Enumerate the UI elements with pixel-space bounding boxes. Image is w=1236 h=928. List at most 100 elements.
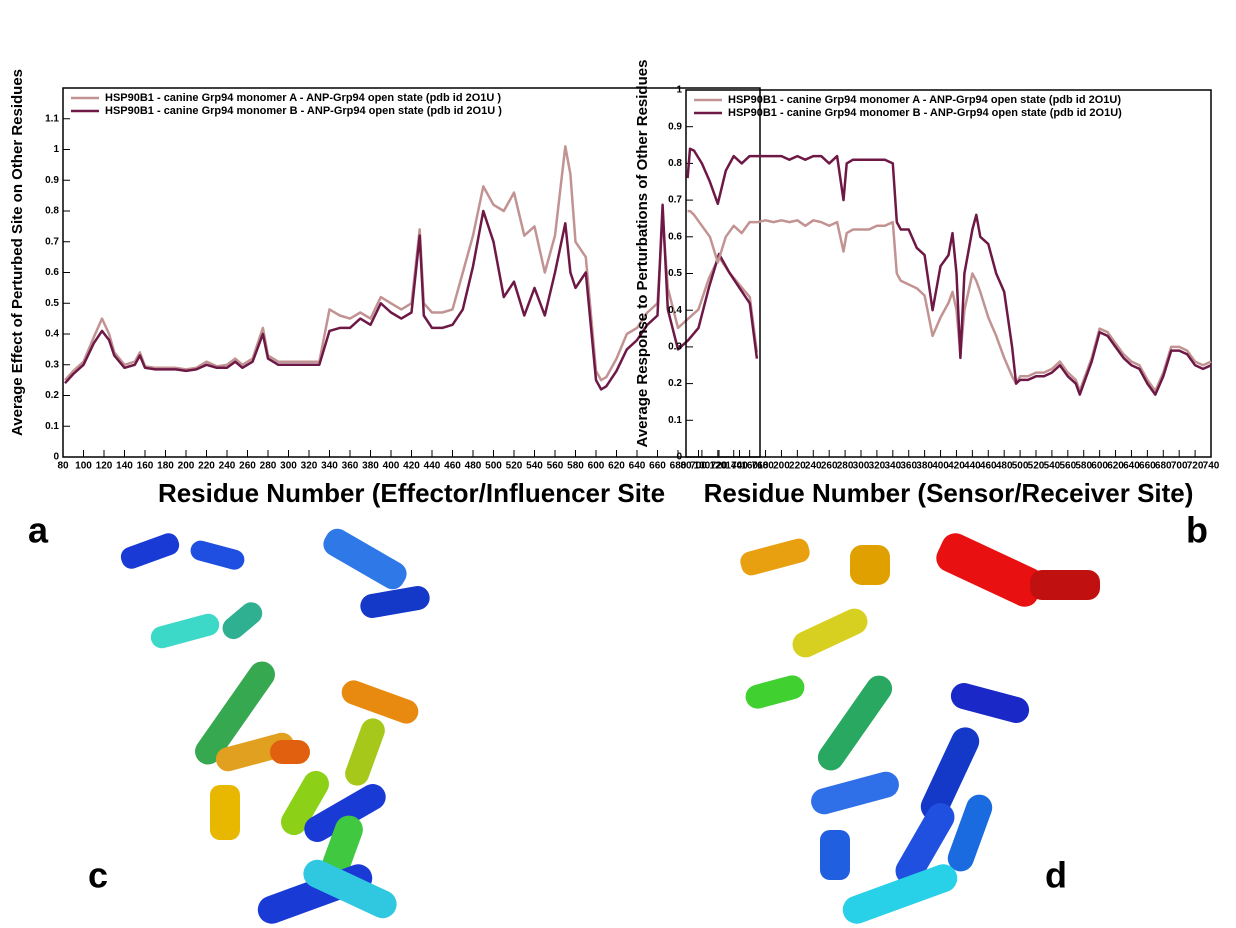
x-tick-label: 420 [948, 461, 965, 472]
x-tick-label: 80 [57, 461, 69, 472]
y-tick-label: 0.4 [668, 305, 682, 316]
x-tick-label: 380 [916, 461, 933, 472]
panel-label: b [1186, 510, 1208, 551]
y-tick-label: 0.8 [668, 158, 682, 169]
y-tick-label: 0.6 [668, 231, 682, 242]
x-tick-label: 400 [383, 461, 400, 472]
x-tick-label: 520 [506, 461, 523, 472]
plot-frame [63, 88, 760, 457]
x-tick-label: 220 [198, 461, 215, 472]
x-tick-label: 640 [629, 461, 646, 472]
y-tick-label: 0.7 [668, 195, 682, 206]
x-tick-label: 100 [75, 461, 92, 472]
x-tick-label: 240 [219, 461, 236, 472]
x-tick-label: 280 [837, 461, 854, 472]
y-tick-label: 0.5 [45, 298, 59, 309]
y-tick-label: 0.3 [668, 342, 682, 353]
x-tick-label: 540 [1044, 461, 1061, 472]
x-tick-label: 340 [884, 461, 901, 472]
x-tick-label: 300 [853, 461, 870, 472]
x-tick-label: 80 [680, 461, 692, 472]
panel-label: c [88, 855, 108, 896]
legend-label: HSP90B1 - canine Grp94 monomer B - ANP-G… [728, 107, 1122, 119]
x-tick-label: 640 [1123, 461, 1140, 472]
x-tick-label: 240 [805, 461, 822, 472]
x-tick-label: 620 [608, 461, 625, 472]
x-tick-label: 680 [1155, 461, 1172, 472]
series-line [688, 211, 1211, 391]
y-tick-label: 0.2 [668, 378, 682, 389]
y-tick-label: 0.9 [668, 121, 682, 132]
x-tick-label: 140 [725, 461, 742, 472]
x-tick-label: 160 [137, 461, 154, 472]
x-tick-label: 260 [239, 461, 256, 472]
x-tick-label: 580 [567, 461, 584, 472]
x-tick-label: 260 [821, 461, 838, 472]
x-tick-label: 180 [757, 461, 774, 472]
x-tick-label: 500 [485, 461, 502, 472]
y-tick-label: 0.3 [45, 359, 59, 370]
legend-label: HSP90B1 - canine Grp94 monomer A - ANP-G… [105, 92, 501, 104]
figure: a b c d 80100120140160180200220240260280… [0, 0, 1236, 928]
x-tick-label: 280 [260, 461, 277, 472]
x-tick-label: 540 [526, 461, 543, 472]
x-tick-label: 100 [694, 461, 711, 472]
x-tick-label: 460 [980, 461, 997, 472]
x-tick-label: 440 [424, 461, 441, 472]
plot-frame [686, 90, 1211, 457]
panel-label: d [1045, 855, 1067, 896]
x-tick-label: 120 [709, 461, 726, 472]
x-tick-label: 500 [1012, 461, 1029, 472]
y-tick-label: 0.2 [45, 390, 59, 401]
y-axis-label: Average Effect of Perturbed Site on Othe… [9, 69, 26, 436]
y-tick-label: 0.4 [45, 329, 59, 340]
x-tick-label: 300 [280, 461, 297, 472]
x-tick-label: 560 [547, 461, 564, 472]
x-tick-label: 660 [649, 461, 666, 472]
y-tick-label: 0 [53, 452, 59, 463]
x-tick-label: 200 [773, 461, 790, 472]
y-tick-label: 1 [53, 144, 59, 155]
x-tick-label: 220 [789, 461, 806, 472]
x-tick-label: 660 [1139, 461, 1156, 472]
x-tick-label: 360 [342, 461, 359, 472]
x-axis-label: Residue Number (Effector/Influencer Site [158, 478, 665, 508]
y-tick-label: 0.7 [45, 236, 59, 247]
x-tick-label: 440 [964, 461, 981, 472]
x-tick-label: 480 [465, 461, 482, 472]
x-tick-label: 620 [1107, 461, 1124, 472]
x-tick-label: 320 [869, 461, 886, 472]
x-tick-label: 420 [403, 461, 420, 472]
y-tick-label: 0.1 [668, 415, 682, 426]
x-tick-label: 140 [116, 461, 133, 472]
x-tick-label: 340 [321, 461, 338, 472]
panel-label: a [28, 510, 49, 551]
x-tick-label: 580 [1075, 461, 1092, 472]
x-tick-label: 380 [362, 461, 379, 472]
x-tick-label: 180 [157, 461, 174, 472]
x-tick-label: 480 [996, 461, 1013, 472]
legend-label: HSP90B1 - canine Grp94 monomer B - ANP-G… [105, 105, 502, 117]
x-tick-label: 360 [900, 461, 917, 472]
x-tick-label: 520 [1028, 461, 1045, 472]
x-tick-label: 460 [444, 461, 461, 472]
x-tick-label: 320 [301, 461, 318, 472]
legend-label: HSP90B1 - canine Grp94 monomer A - ANP-G… [728, 94, 1121, 106]
x-tick-label: 600 [588, 461, 605, 472]
y-tick-label: 0.6 [45, 267, 59, 278]
y-tick-label: 1.1 [45, 113, 59, 124]
x-tick-label: 400 [932, 461, 949, 472]
x-tick-label: 720 [1187, 461, 1204, 472]
x-axis-label: Residue Number (Sensor/Receiver Site) [704, 478, 1194, 508]
series-line [688, 149, 1211, 395]
y-tick-label: 0.9 [45, 175, 59, 186]
x-tick-label: 120 [96, 461, 113, 472]
y-tick-label: 0.1 [45, 421, 59, 432]
x-tick-label: 600 [1091, 461, 1108, 472]
y-tick-label: 0.5 [668, 268, 682, 279]
x-tick-label: 700 [1171, 461, 1188, 472]
x-tick-label: 560 [1059, 461, 1076, 472]
y-tick-label: 1 [676, 85, 682, 96]
x-tick-label: 200 [178, 461, 195, 472]
y-tick-label: 0 [676, 452, 682, 463]
